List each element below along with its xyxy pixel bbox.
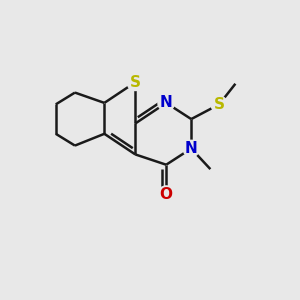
Text: S: S: [214, 97, 225, 112]
Circle shape: [211, 96, 227, 112]
Circle shape: [183, 140, 200, 157]
Text: O: O: [160, 187, 173, 202]
Circle shape: [158, 186, 174, 202]
Circle shape: [158, 94, 174, 111]
Text: N: N: [185, 141, 198, 156]
Text: N: N: [160, 95, 172, 110]
Text: S: S: [130, 75, 141, 90]
Circle shape: [127, 74, 143, 91]
